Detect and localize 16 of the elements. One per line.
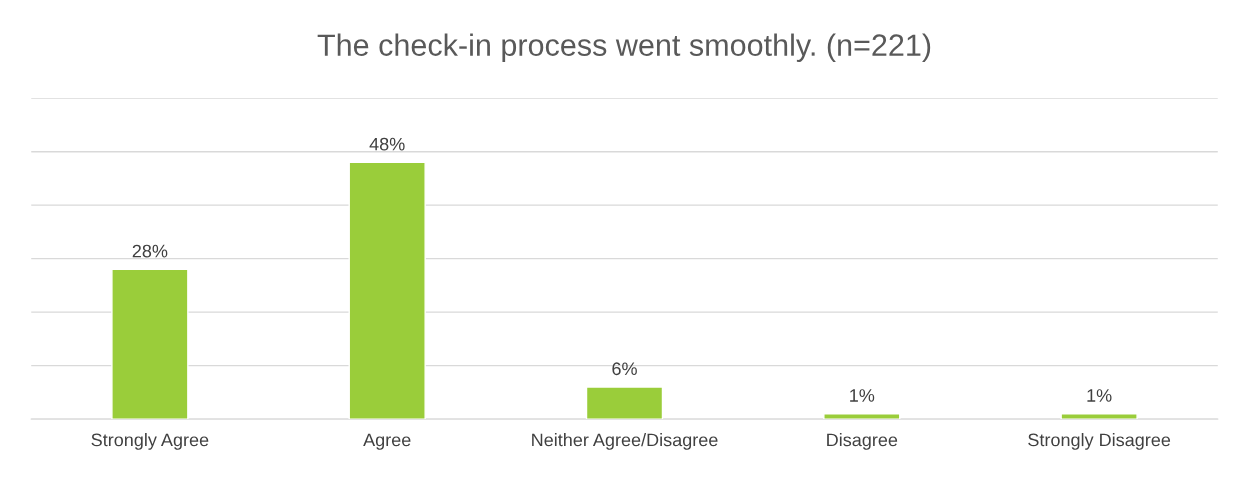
x-tick-label: Neither Agree/Disagree	[532, 433, 718, 450]
bar	[585, 386, 664, 420]
x-tick-label: Strongly Disagree	[1028, 433, 1171, 450]
data-label: 1%	[1087, 389, 1112, 402]
x-tick-label: Strongly Agree	[91, 433, 209, 450]
data-label: 48%	[369, 137, 405, 151]
data-label: 6%	[612, 362, 637, 376]
x-tick-label: Disagree	[827, 433, 898, 450]
chart-title: The check-in process went smoothly. (n=221)	[317, 33, 931, 63]
bar	[348, 161, 426, 420]
data-label: 1%	[850, 389, 875, 402]
bar	[823, 413, 901, 420]
data-label: 28%	[132, 244, 168, 258]
bar	[1060, 413, 1138, 420]
x-tick-label: Agree	[363, 433, 411, 450]
bar	[111, 268, 189, 420]
